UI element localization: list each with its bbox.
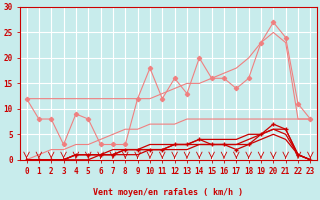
X-axis label: Vent moyen/en rafales ( km/h ): Vent moyen/en rafales ( km/h ) [93, 188, 244, 197]
